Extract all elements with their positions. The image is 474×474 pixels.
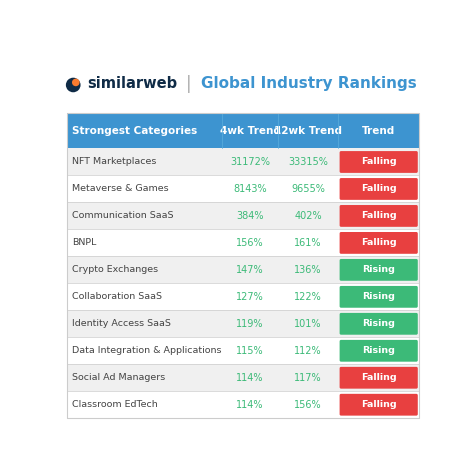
FancyBboxPatch shape — [339, 394, 418, 416]
Text: Classroom EdTech: Classroom EdTech — [72, 400, 158, 409]
FancyBboxPatch shape — [339, 205, 418, 227]
Text: 122%: 122% — [294, 292, 322, 302]
Text: Rising: Rising — [362, 346, 395, 356]
FancyBboxPatch shape — [66, 283, 419, 310]
FancyBboxPatch shape — [339, 259, 418, 281]
Text: 119%: 119% — [236, 319, 264, 329]
Text: Falling: Falling — [361, 373, 397, 382]
Text: |: | — [186, 74, 191, 92]
Text: Falling: Falling — [361, 211, 397, 220]
Text: Falling: Falling — [361, 184, 397, 193]
FancyBboxPatch shape — [66, 337, 419, 364]
FancyBboxPatch shape — [66, 175, 419, 202]
Text: 115%: 115% — [236, 346, 264, 356]
Text: 156%: 156% — [236, 238, 264, 248]
Text: 402%: 402% — [294, 211, 322, 221]
Text: Data Integration & Applications: Data Integration & Applications — [72, 346, 222, 356]
Text: BNPL: BNPL — [72, 238, 97, 247]
Text: 112%: 112% — [294, 346, 322, 356]
Text: similarweb: similarweb — [87, 76, 177, 91]
Text: 114%: 114% — [236, 373, 264, 383]
Text: Social Ad Managers: Social Ad Managers — [72, 373, 165, 382]
FancyBboxPatch shape — [339, 340, 418, 362]
Text: Metaverse & Games: Metaverse & Games — [72, 184, 169, 193]
FancyBboxPatch shape — [66, 113, 419, 148]
Text: 147%: 147% — [236, 265, 264, 275]
FancyBboxPatch shape — [339, 151, 418, 173]
Text: 101%: 101% — [294, 319, 322, 329]
Text: 33315%: 33315% — [288, 157, 328, 167]
Circle shape — [66, 78, 81, 92]
Text: 8143%: 8143% — [233, 184, 267, 194]
Text: Falling: Falling — [361, 157, 397, 166]
FancyBboxPatch shape — [339, 232, 418, 254]
Text: Crypto Exchanges: Crypto Exchanges — [72, 265, 158, 274]
Text: 156%: 156% — [294, 400, 322, 410]
Text: Trend: Trend — [362, 126, 395, 136]
Text: Rising: Rising — [362, 265, 395, 274]
Text: 127%: 127% — [236, 292, 264, 302]
FancyBboxPatch shape — [66, 148, 419, 175]
Text: Falling: Falling — [361, 400, 397, 409]
Text: Collaboration SaaS: Collaboration SaaS — [72, 292, 162, 301]
FancyBboxPatch shape — [66, 202, 419, 229]
FancyBboxPatch shape — [339, 367, 418, 389]
Text: Rising: Rising — [362, 319, 395, 328]
FancyBboxPatch shape — [339, 178, 418, 200]
Text: Identity Access SaaS: Identity Access SaaS — [72, 319, 171, 328]
FancyBboxPatch shape — [66, 229, 419, 256]
Text: 12wk Trend: 12wk Trend — [274, 126, 342, 136]
FancyBboxPatch shape — [66, 310, 419, 337]
Text: 114%: 114% — [236, 400, 264, 410]
Text: Rising: Rising — [362, 292, 395, 301]
Text: NFT Marketplaces: NFT Marketplaces — [72, 157, 156, 166]
FancyBboxPatch shape — [66, 391, 419, 418]
FancyBboxPatch shape — [339, 313, 418, 335]
Text: Strongest Categories: Strongest Categories — [72, 126, 197, 136]
Text: Communication SaaS: Communication SaaS — [72, 211, 173, 220]
FancyBboxPatch shape — [66, 364, 419, 391]
Text: 384%: 384% — [236, 211, 264, 221]
Text: Falling: Falling — [361, 238, 397, 247]
Text: 117%: 117% — [294, 373, 322, 383]
Text: 31172%: 31172% — [230, 157, 270, 167]
Text: 161%: 161% — [294, 238, 322, 248]
FancyBboxPatch shape — [339, 286, 418, 308]
Text: 9655%: 9655% — [291, 184, 325, 194]
Text: 136%: 136% — [294, 265, 322, 275]
Text: Global Industry Rankings: Global Industry Rankings — [201, 76, 417, 91]
Circle shape — [72, 79, 80, 86]
Text: 4wk Trend: 4wk Trend — [219, 126, 281, 136]
FancyBboxPatch shape — [66, 256, 419, 283]
